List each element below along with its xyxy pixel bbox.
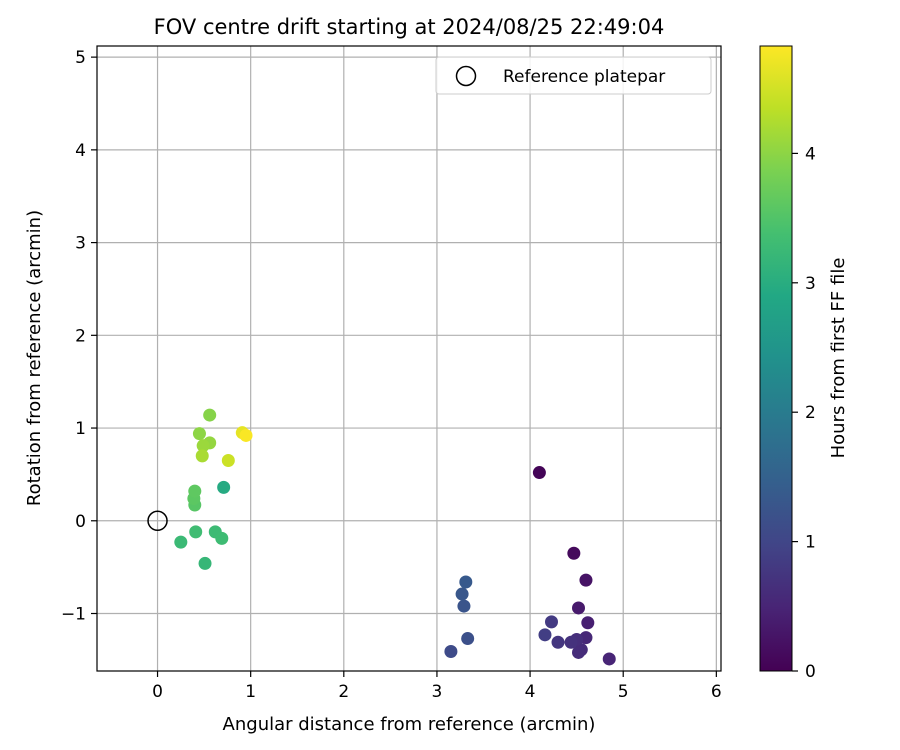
data-point — [188, 484, 202, 498]
data-point — [215, 531, 229, 545]
x-axis-ticks: 0 1 2 3 4 5 6 — [152, 671, 722, 702]
data-point — [567, 546, 581, 560]
data-point — [544, 615, 558, 629]
x-tick-label: 4 — [525, 682, 536, 702]
plot-frame — [96, 45, 722, 672]
x-axis-label: Angular distance from reference (arcmin) — [223, 714, 596, 735]
x-tick-label: 3 — [432, 682, 443, 702]
y-axis-ticks: −1 0 1 2 3 4 5 — [61, 48, 97, 625]
x-tick-label: 2 — [338, 682, 349, 702]
legend-entry-reference: Reference platepar — [503, 67, 665, 87]
data-point — [538, 628, 552, 642]
data-point — [579, 573, 593, 587]
data-point — [457, 599, 471, 613]
x-tick-label: 6 — [711, 682, 722, 702]
y-tick-label: 5 — [75, 48, 86, 68]
data-points — [174, 408, 616, 666]
grid-lines — [97, 46, 721, 671]
data-point — [195, 449, 209, 463]
colorbar-ticks: 0 1 2 3 4 — [792, 144, 816, 682]
legend: Reference platepar — [435, 56, 712, 95]
y-tick-label: 4 — [75, 141, 86, 161]
y-tick-label: 3 — [75, 234, 86, 254]
legend-box — [435, 56, 712, 95]
x-tick-label: 1 — [245, 682, 256, 702]
y-tick-label: 0 — [75, 512, 86, 532]
data-point — [581, 616, 595, 630]
colorbar-tick-label: 0 — [805, 662, 816, 682]
x-tick-label: 0 — [152, 682, 163, 702]
data-point — [444, 645, 458, 659]
data-point — [455, 587, 469, 601]
data-point — [239, 428, 253, 442]
data-point — [203, 408, 217, 422]
data-point — [221, 454, 235, 468]
x-tick-label: 5 — [618, 682, 629, 702]
y-axis-label: Rotation from reference (arcmin) — [24, 210, 45, 506]
data-point — [189, 525, 203, 539]
reference-platepar-marker — [147, 510, 168, 532]
data-point — [192, 427, 206, 441]
data-point — [564, 635, 578, 649]
colorbar — [759, 45, 793, 672]
data-point — [217, 480, 231, 494]
data-point — [174, 535, 188, 549]
colorbar-tick-label: 1 — [805, 533, 816, 553]
data-point — [602, 652, 616, 666]
colorbar-tick-label: 3 — [805, 274, 816, 294]
chart-title: FOV centre drift starting at 2024/08/25 … — [154, 15, 665, 39]
legend-marker — [455, 65, 477, 87]
data-point — [572, 601, 586, 615]
data-point — [459, 575, 473, 589]
colorbar-label: Hours from first FF file — [828, 258, 849, 459]
data-point — [198, 556, 212, 570]
data-point — [551, 635, 565, 649]
colorbar-tick-label: 4 — [805, 144, 816, 164]
y-tick-label: 2 — [75, 326, 86, 346]
y-tick-label: −1 — [61, 605, 86, 625]
data-point — [461, 632, 475, 646]
data-point — [196, 439, 210, 453]
data-point — [572, 645, 586, 659]
colorbar-tick-label: 2 — [805, 403, 816, 423]
data-point — [532, 466, 546, 480]
y-tick-label: 1 — [75, 419, 86, 439]
